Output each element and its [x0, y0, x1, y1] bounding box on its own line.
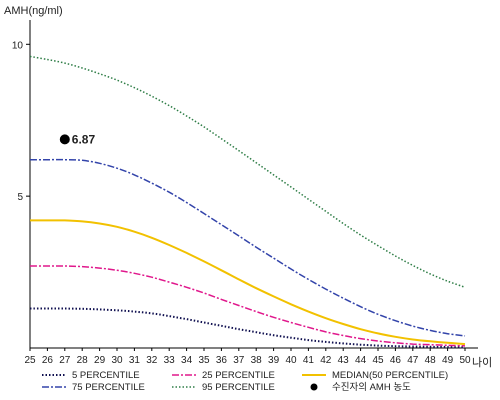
patient-marker: 6.87 [59, 132, 96, 146]
x-tick-label: 30 [111, 355, 123, 366]
x-tick-label: 31 [129, 355, 141, 366]
y-ticks: 5 10 [12, 40, 30, 203]
x-tick-label: 27 [59, 355, 71, 366]
series-lines [29, 55, 466, 349]
x-tick-label: 45 [372, 355, 384, 366]
legend-swatch-patient [310, 383, 318, 391]
x-tick-label: 38 [251, 355, 263, 366]
x-axis-label: 나이 [472, 356, 492, 369]
x-tick-label: 47 [407, 355, 419, 366]
patient-point-label: 6.87 [72, 132, 96, 146]
x-tick-label: 35 [198, 355, 210, 366]
x-tick-label: 39 [268, 355, 280, 366]
legend-label-95-percentile: 95 PERCENTILE [202, 382, 275, 393]
x-tick-label: 34 [181, 355, 193, 366]
y-axis-label: AMH(ng/ml) [4, 5, 63, 17]
series-line-95-percentile [29, 55, 466, 289]
legend-label-patient: 수진자의 AMH 농도 [332, 382, 411, 393]
legend-label-25-percentile: 25 PERCENTILE [202, 370, 275, 381]
y-tick-label: 10 [12, 40, 24, 51]
x-ticks: 25 26 27 28 29 30 31 32 33 34 35 36 37 38 39 40 41 42 43 44… [24, 348, 471, 366]
x-tick-label: 44 [355, 355, 367, 366]
y-tick-label: 5 [17, 192, 23, 203]
x-tick-label: 33 [164, 355, 176, 366]
x-tick-label: 37 [233, 355, 245, 366]
x-tick-label: 25 [24, 355, 36, 366]
x-tick-label: 40 [285, 355, 297, 366]
series-line-75-percentile [30, 158, 466, 337]
x-tick-label: 46 [390, 355, 402, 366]
patient-point [59, 134, 70, 145]
x-tick-label: 50 [459, 355, 471, 366]
x-tick-label: 48 [425, 355, 437, 366]
x-tick-label: 28 [77, 355, 89, 366]
x-tick-label: 42 [320, 355, 332, 366]
x-tick-label: 26 [42, 355, 54, 366]
legend-label-5-percentile: 5 PERCENTILE [72, 370, 140, 381]
x-tick-label: 49 [442, 355, 454, 366]
x-tick-label: 36 [216, 355, 228, 366]
legend-label-median-50-percentile: MEDIAN(50 PERCENTILE) [332, 370, 448, 381]
legend-label-75-percentile: 75 PERCENTILE [72, 382, 145, 393]
legend: 5 PERCENTILE 25 PERCENTILE MEDIAN(50 PERCE… [42, 370, 448, 393]
x-tick-label: 41 [303, 355, 315, 366]
series-line-5-percentile [30, 307, 466, 349]
series-line-median-50-percentile [30, 219, 466, 346]
x-tick-label: 43 [338, 355, 350, 366]
x-tick-label: 32 [146, 355, 158, 366]
series-line-25-percentile [30, 265, 466, 347]
x-tick-label: 29 [94, 355, 106, 366]
